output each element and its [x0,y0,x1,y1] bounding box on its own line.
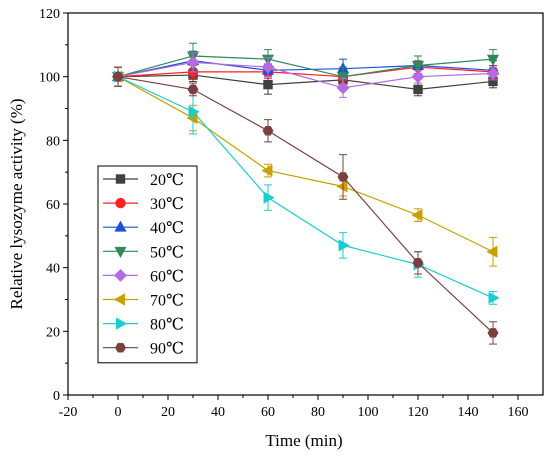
x-tick-label: 100 [358,405,379,420]
data-point [411,209,423,222]
series-line [117,74,494,91]
legend-marker [115,174,126,184]
y-tick-label: 40 [46,262,60,277]
data-point [262,126,274,136]
data-point [187,84,199,95]
series-7 [112,66,499,345]
x-axis-label: Time (min) [265,431,342,450]
series-line [117,55,494,78]
data-point [261,60,275,74]
data-point [486,245,498,258]
legend-label: 40℃ [150,220,184,237]
data-point [336,81,350,95]
y-tick-label: 120 [39,7,60,22]
data-point [411,70,425,84]
y-tick-label: 0 [53,389,60,404]
data-point [486,54,500,66]
x-tick-label: 140 [458,405,479,420]
legend: 20℃ 30℃ 40℃ 50℃ 60℃ 70℃ 80℃ 90℃ [97,165,198,364]
legend-label: 20℃ [150,172,184,189]
data-point [488,76,498,87]
series-line [117,76,494,299]
data-point [338,239,350,252]
legend-label: 70℃ [150,293,184,310]
y-tick-label: 100 [39,71,60,86]
legend-box [97,165,198,364]
data-point [188,105,200,118]
data-point [486,66,500,81]
series-line [117,66,494,78]
data-point [411,61,425,73]
data-point [112,71,124,82]
data-point [337,172,349,182]
legend-marker [114,220,127,232]
x-tick-label: 40 [211,405,225,420]
x-tick-label: -20 [59,405,78,420]
y-tick-label: 20 [46,325,60,340]
legend-label: 80℃ [150,317,184,334]
series-3 [111,42,500,87]
data-point [263,191,275,204]
legend-label: 90℃ [150,341,184,358]
legend-marker [115,342,126,353]
y-axis-label: Relative lysozyme activity (%) [7,98,26,309]
x-tick-label: 60 [261,405,275,420]
series-0 [113,66,498,97]
data-point [336,180,348,193]
legend-marker [115,197,126,209]
legend-marker [114,246,127,259]
x-tick-label: 20 [161,405,175,420]
x-tick-label: 0 [115,405,122,420]
series-layer [111,42,500,345]
x-tick-label: 160 [508,405,529,420]
x-tick-label: 120 [408,405,429,420]
legend-marker [116,317,128,330]
data-point [488,291,500,305]
data-point [186,55,200,69]
y-tick-label: 60 [46,198,60,213]
data-point [336,72,350,84]
legend-marker [113,293,125,306]
legend-label: 50℃ [150,244,184,261]
x-tick-label: 80 [311,405,325,420]
series-line [117,76,494,253]
y-tick-label: 80 [46,134,60,149]
series-line [117,61,494,89]
series-line [117,60,494,78]
data-point [412,258,424,268]
data-point [261,164,273,177]
data-point [487,328,499,338]
data-point [413,84,423,95]
legend-label: 30℃ [150,196,184,213]
series-line [117,76,494,334]
data-point [263,79,273,90]
legend-label: 60℃ [150,268,184,285]
legend-marker [113,268,128,282]
